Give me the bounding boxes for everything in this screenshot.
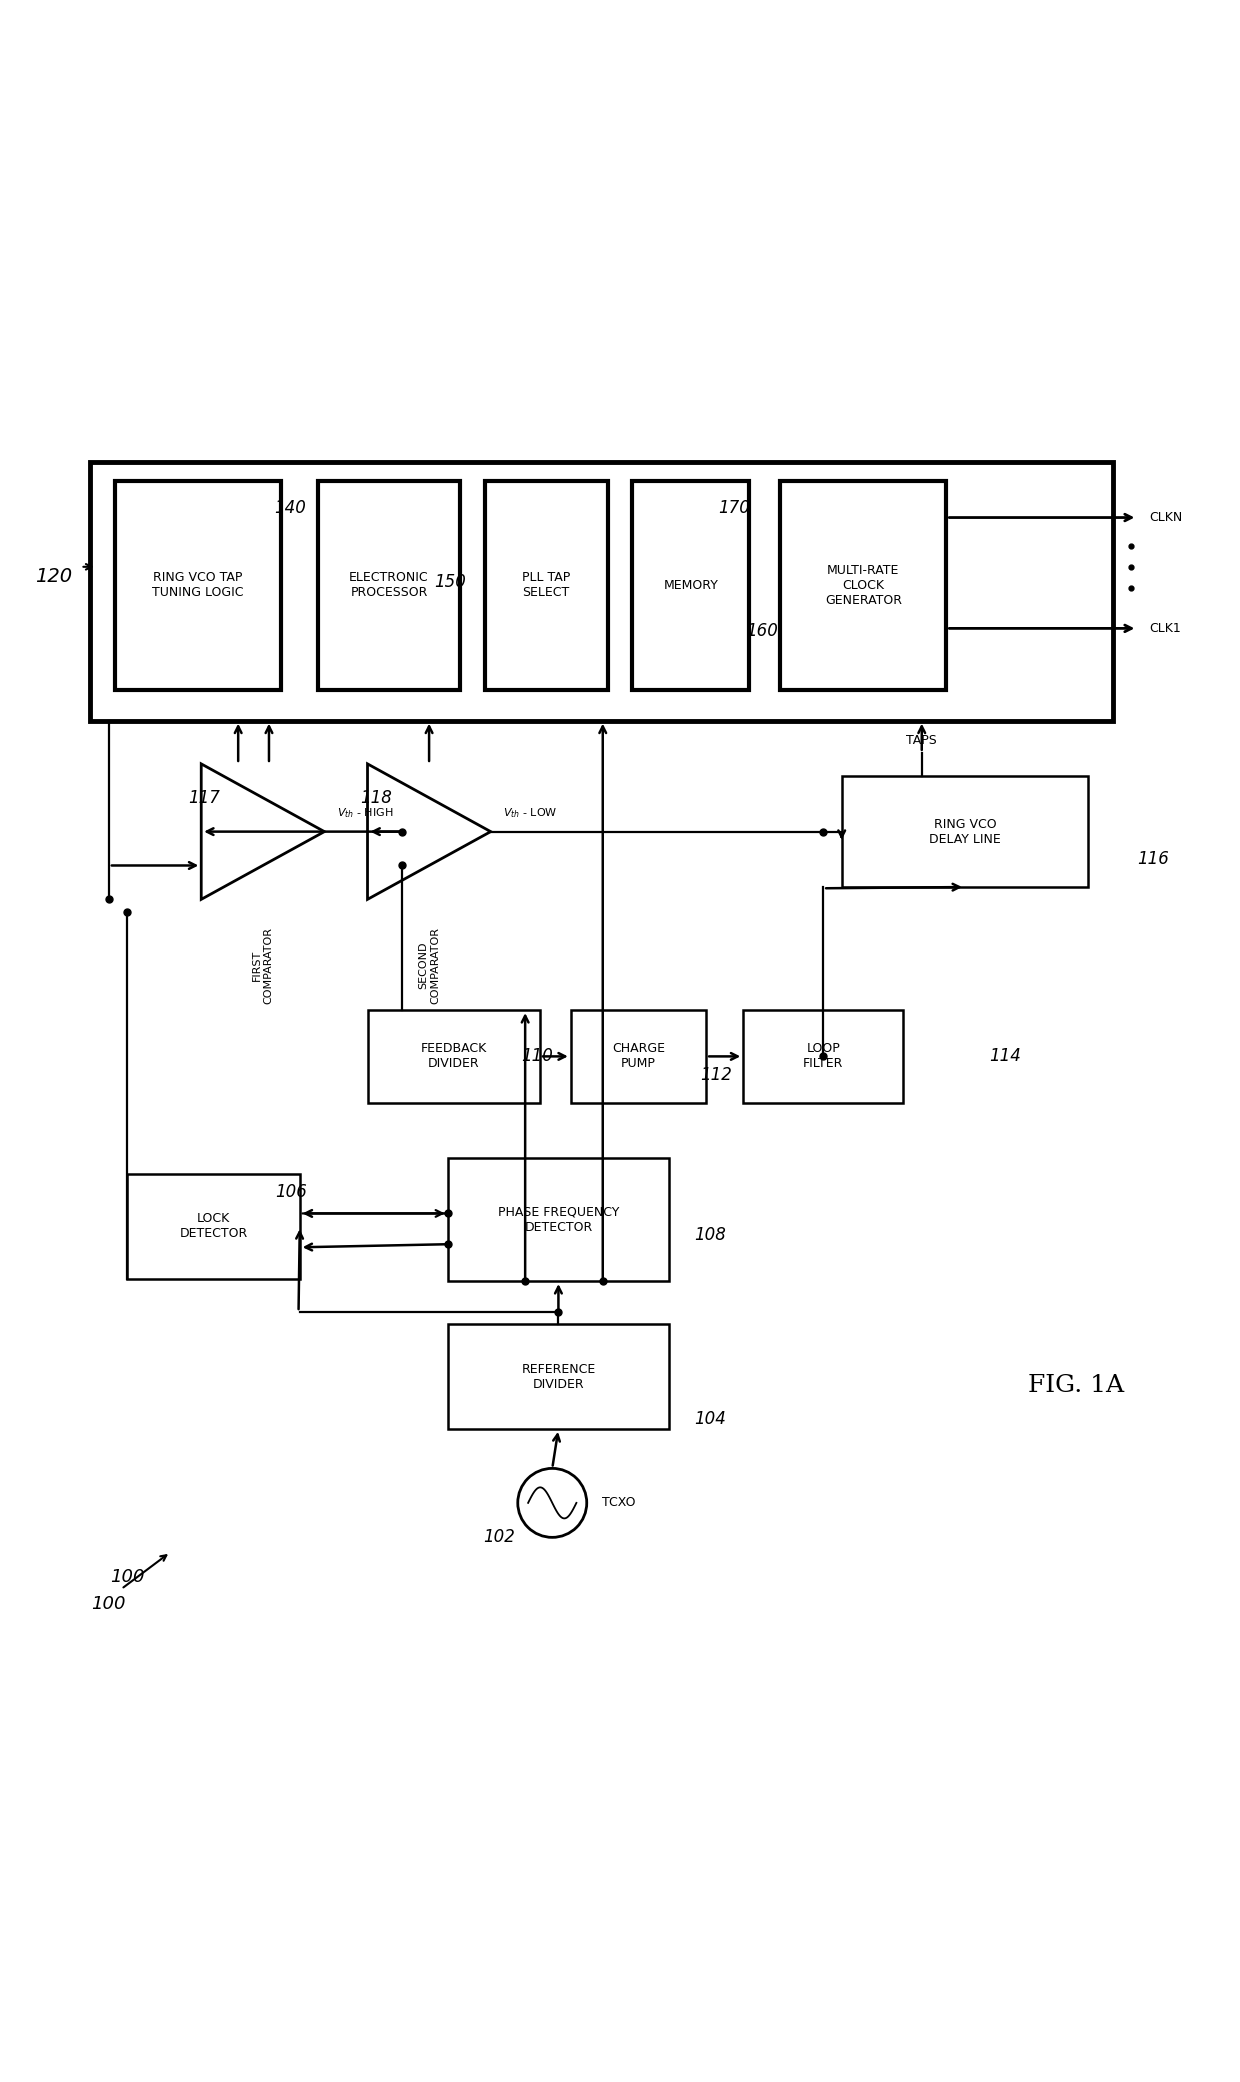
Bar: [115, 481, 281, 689]
Text: FIG. 1A: FIG. 1A: [1028, 1374, 1123, 1397]
Text: 102: 102: [484, 1528, 516, 1545]
Bar: [367, 1010, 539, 1103]
Text: REFERENCE
DIVIDER: REFERENCE DIVIDER: [521, 1362, 595, 1391]
Text: LOCK
DETECTOR: LOCK DETECTOR: [180, 1212, 248, 1241]
Text: 104: 104: [694, 1410, 725, 1428]
Text: MEMORY: MEMORY: [663, 579, 718, 591]
Bar: [91, 462, 1112, 720]
Text: CHARGE
PUMP: CHARGE PUMP: [613, 1043, 665, 1070]
Text: RING VCO
DELAY LINE: RING VCO DELAY LINE: [929, 818, 1001, 845]
Bar: [632, 481, 749, 689]
Bar: [780, 481, 946, 689]
Text: TCXO: TCXO: [601, 1497, 635, 1509]
Polygon shape: [367, 764, 491, 899]
Bar: [448, 1158, 670, 1280]
Text: 117: 117: [187, 789, 219, 806]
Text: 150: 150: [434, 573, 466, 591]
Text: MULTI-RATE
CLOCK
GENERATOR: MULTI-RATE CLOCK GENERATOR: [825, 564, 901, 606]
Text: RING VCO TAP
TUNING LOGIC: RING VCO TAP TUNING LOGIC: [153, 570, 244, 600]
Text: 100: 100: [92, 1595, 126, 1614]
Text: FEEDBACK
DIVIDER: FEEDBACK DIVIDER: [420, 1043, 487, 1070]
Text: 114: 114: [990, 1047, 1022, 1066]
Text: $V_{th}$ - LOW: $V_{th}$ - LOW: [503, 806, 558, 820]
Text: TAPS: TAPS: [906, 733, 937, 747]
Text: 118: 118: [361, 789, 392, 806]
Text: $V_{th}$ - HIGH: $V_{th}$ - HIGH: [337, 806, 393, 820]
Text: 116: 116: [1137, 849, 1169, 868]
Text: ELECTRONIC
PROCESSOR: ELECTRONIC PROCESSOR: [350, 570, 429, 600]
Text: CLK1: CLK1: [1149, 623, 1182, 635]
Text: PLL TAP
SELECT: PLL TAP SELECT: [522, 570, 570, 600]
Text: CLKN: CLKN: [1149, 510, 1183, 525]
Bar: [128, 1174, 300, 1278]
Bar: [743, 1010, 903, 1103]
Text: FIRST
COMPARATOR: FIRST COMPARATOR: [252, 926, 274, 1004]
Text: 160: 160: [745, 623, 777, 641]
Text: LOOP
FILTER: LOOP FILTER: [804, 1043, 843, 1070]
Bar: [319, 481, 460, 689]
Text: 106: 106: [275, 1183, 308, 1201]
Polygon shape: [201, 764, 325, 899]
Text: 110: 110: [522, 1047, 553, 1066]
Bar: [842, 777, 1087, 887]
Text: 140: 140: [274, 500, 306, 516]
Text: 120: 120: [35, 566, 72, 585]
Text: 112: 112: [701, 1066, 732, 1083]
Bar: [570, 1010, 707, 1103]
Text: SECOND
COMPARATOR: SECOND COMPARATOR: [418, 926, 440, 1004]
Bar: [485, 481, 608, 689]
Text: PHASE FREQUENCY
DETECTOR: PHASE FREQUENCY DETECTOR: [497, 1205, 619, 1235]
Bar: [448, 1324, 670, 1428]
Text: 100: 100: [110, 1568, 145, 1586]
Text: 170: 170: [719, 500, 750, 516]
Text: 108: 108: [694, 1226, 725, 1243]
